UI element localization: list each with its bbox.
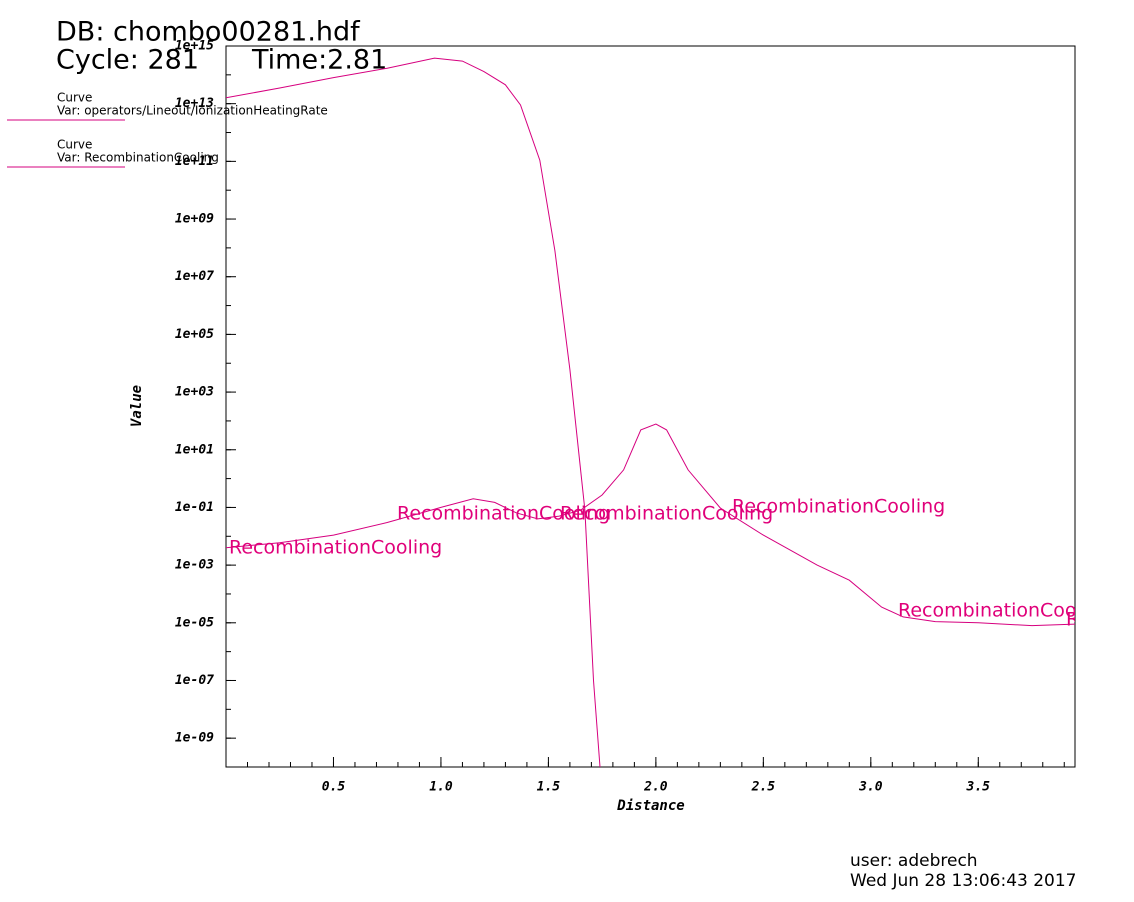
db-title: DB: chombo00281.hdf	[56, 17, 361, 48]
y-tick-label: 1e-05	[175, 615, 214, 630]
y-tick-label: 1e+05	[175, 327, 214, 342]
curve-annotation: RecombinationCooling	[732, 496, 945, 518]
y-tick-label: 1e+03	[175, 385, 214, 400]
time: Time:2.81	[251, 45, 387, 76]
curve-annotation: RecombinationCooling	[560, 503, 773, 525]
curve-annotation: RecombinationCooling	[1066, 609, 1134, 631]
y-tick-label: 1e-09	[175, 731, 214, 746]
legend-label: Var: RecombinationCooling	[57, 151, 219, 165]
y-tick-label: 1e+09	[175, 212, 214, 227]
curve-annotation: RecombinationCooling	[898, 600, 1111, 622]
y-tick-label: 1e+07	[175, 269, 214, 284]
y-tick-label: 1e+01	[175, 442, 214, 457]
x-tick-label: 0.5	[322, 780, 346, 795]
curve	[226, 423, 1075, 627]
y-tick-label: 1e-07	[175, 673, 214, 688]
y-tick-label: 1e+15	[175, 39, 214, 54]
curve	[226, 57, 601, 767]
legend-heading: Curve	[57, 91, 92, 105]
date: Wed Jun 28 13:06:43 2017	[850, 871, 1077, 891]
legend-label: Var: operators/Lineout/IonizationHeating…	[57, 104, 328, 118]
y-axis-label: Value	[129, 385, 145, 427]
x-tick-label: 3.5	[966, 780, 991, 795]
x-axis-label: Distance	[616, 798, 684, 814]
x-tick-label: 2.5	[751, 780, 776, 795]
y-tick-label: 1e-03	[175, 558, 214, 573]
user: user: adebrech	[850, 851, 978, 871]
x-tick-label: 2.0	[643, 780, 668, 795]
cycle: Cycle: 281	[56, 45, 199, 76]
y-tick-label: 1e+13	[175, 96, 214, 111]
legend-heading: Curve	[57, 138, 92, 152]
x-tick-label: 3.0	[858, 780, 883, 795]
curve-annotation: RecombinationCooling	[397, 503, 610, 525]
plot-frame	[225, 45, 1076, 768]
y-tick-label: 1e-01	[175, 500, 214, 515]
curve-annotation: RecombinationCooling	[229, 537, 442, 559]
x-tick-label: 1.5	[537, 780, 561, 795]
y-tick-label: 1e+11	[175, 154, 214, 169]
x-tick-label: 1.0	[429, 780, 453, 795]
